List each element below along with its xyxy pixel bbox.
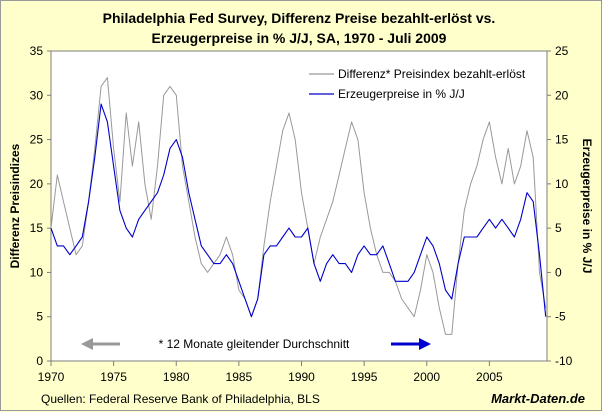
y-right-tick-label: -10: [555, 354, 573, 368]
x-tick-label: 1970: [38, 370, 65, 384]
y-right-tick-label: 10: [555, 177, 569, 191]
y-left-tick-label: 30: [30, 88, 44, 102]
y-right-tick-label: 20: [555, 88, 569, 102]
series-lines: [50, 77, 547, 335]
plot-area: [50, 50, 548, 362]
right-arrow-head: [419, 338, 431, 350]
x-tick-label: 2005: [476, 370, 503, 384]
x-tick-label: 1980: [163, 370, 190, 384]
source-note: Quellen: Federal Reserve Bank of Philade…: [41, 392, 320, 406]
y-left-tick-label: 5: [36, 310, 43, 324]
left-arrow-head: [81, 338, 93, 350]
y-right-tick-label: -5: [555, 310, 566, 324]
right-arrow: [391, 338, 431, 350]
x-tick-label: 1990: [288, 370, 315, 384]
series-line-2: [50, 103, 547, 318]
x-tick-label: 1985: [226, 370, 253, 384]
y-left-tick-label: 35: [30, 44, 44, 58]
x-ticks: 1970 1975 1980 1985 1990 1995 2000 2005: [38, 361, 503, 384]
y-left-tick-label: 20: [30, 177, 44, 191]
y-right-tick-label: 15: [555, 133, 569, 147]
moving-average-note: * 12 Monate gleitender Durchschnitt: [159, 337, 350, 351]
y-right-axis-label: Erzeugerpreise in % J/J: [580, 139, 594, 274]
x-tick-label: 2000: [413, 370, 440, 384]
series-line-1: [50, 77, 547, 335]
y-right-tick-label: 5: [555, 221, 562, 235]
y-right-tick-label: 0: [555, 265, 562, 279]
y-left-tick-label: 0: [36, 354, 43, 368]
y-left-tick-label: 10: [30, 265, 44, 279]
y-left-tick-label: 15: [30, 221, 44, 235]
y-right-tick-label: 25: [555, 44, 569, 58]
legend: Differenz* Preisindex bezahlt-erlöst Erz…: [309, 67, 526, 101]
legend-label-series2: Erzeugerpreise in % J/J: [338, 87, 465, 101]
y-left-axis-label: Differenz Preisindizes: [8, 143, 22, 268]
brand-label: Markt-Daten.de: [491, 391, 585, 406]
left-arrow: [81, 338, 120, 350]
chart-title-line2: Erzeugerpreise in % J/J, SA, 1970 - Juli…: [152, 30, 447, 46]
x-tick-label: 1995: [351, 370, 378, 384]
y-right-ticks: -10 -5 0 5 10 15 20 25: [547, 44, 573, 368]
y-left-ticks: 0 5 10 15 20 25 30 35: [30, 44, 51, 368]
x-tick-label: 1975: [100, 370, 127, 384]
legend-label-series1: Differenz* Preisindex bezahlt-erlöst: [338, 67, 526, 81]
y-left-tick-label: 25: [30, 133, 44, 147]
chart-title-line1: Philadelphia Fed Survey, Differenz Preis…: [103, 10, 496, 26]
